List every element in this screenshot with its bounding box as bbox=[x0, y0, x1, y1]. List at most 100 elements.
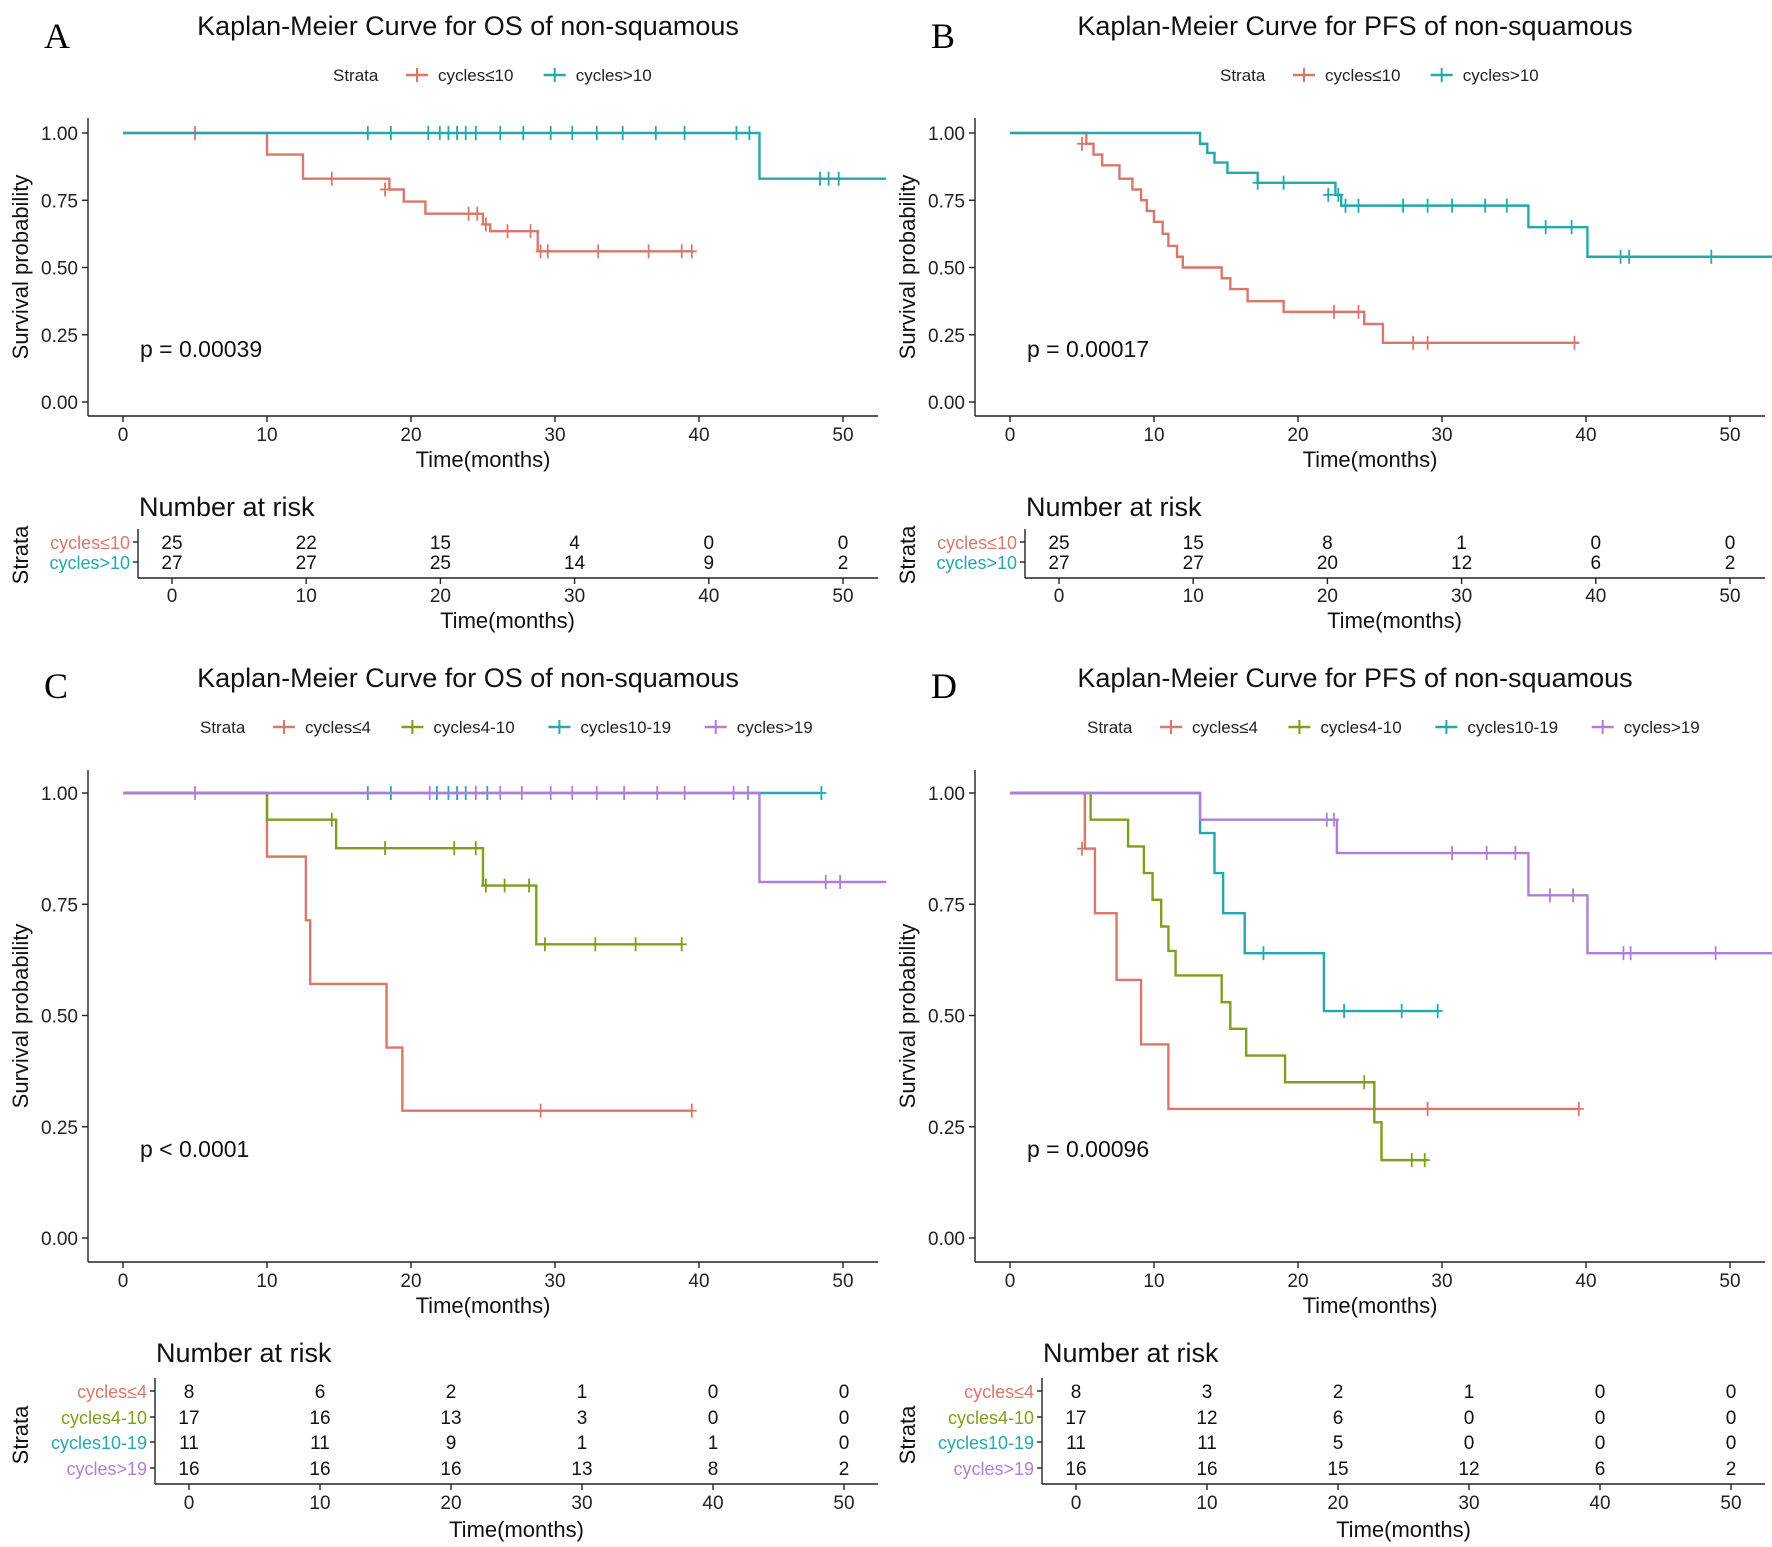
risk-x-tick-label: 30 bbox=[571, 1493, 592, 1514]
risk-value: 0 bbox=[1726, 1433, 1737, 1454]
risk-value: 0 bbox=[838, 533, 849, 554]
x-tick-label: 50 bbox=[832, 1271, 853, 1292]
km-curve bbox=[1010, 131, 1579, 345]
risk-value: 16 bbox=[309, 1459, 330, 1480]
series-cycles≤4 bbox=[1010, 791, 1584, 1116]
risk-value: 0 bbox=[708, 1382, 719, 1403]
risk-value: 0 bbox=[1464, 1408, 1475, 1429]
risk-x-tick-label: 40 bbox=[1589, 1493, 1610, 1514]
series-cycles10-19 bbox=[1010, 791, 1443, 1019]
y-tick-label: 0.75 bbox=[41, 895, 78, 916]
legend-label: cycles≤10 bbox=[438, 66, 513, 85]
x-tick-label: 0 bbox=[118, 425, 129, 446]
km-curve bbox=[123, 791, 887, 884]
legend-label: cycles4-10 bbox=[433, 718, 514, 737]
risk-x-tick-label: 30 bbox=[1451, 586, 1472, 607]
risk-x-tick-label: 0 bbox=[1071, 1493, 1082, 1514]
legend-item: cycles10-19 bbox=[1435, 718, 1558, 737]
risk-value: 8 bbox=[708, 1459, 719, 1480]
series-cycles>19 bbox=[123, 786, 887, 889]
risk-x-tick-label: 20 bbox=[430, 586, 451, 607]
risk-value: 0 bbox=[1595, 1433, 1606, 1454]
x-tick-label: 20 bbox=[1287, 425, 1308, 446]
legend-item: cycles≤4 bbox=[273, 718, 371, 737]
x-tick-label: 0 bbox=[1005, 425, 1016, 446]
y-tick-label: 0.00 bbox=[928, 1229, 965, 1250]
risk-x-tick-label: 10 bbox=[309, 1493, 330, 1514]
risk-value: 8 bbox=[1071, 1382, 1082, 1403]
risk-value: 13 bbox=[571, 1459, 592, 1480]
legend: Strata cycles≤10 cycles>10 bbox=[333, 66, 652, 85]
risk-value: 20 bbox=[1317, 553, 1338, 574]
x-tick-label: 20 bbox=[400, 425, 421, 446]
risk-value: 9 bbox=[704, 553, 715, 574]
x-tick-label: 30 bbox=[1431, 425, 1452, 446]
risk-value: 25 bbox=[161, 533, 182, 554]
legend-title: Strata bbox=[333, 66, 379, 85]
x-tick-label: 50 bbox=[1719, 1271, 1740, 1292]
series-cycles≤10 bbox=[123, 126, 697, 259]
risk-value: 0 bbox=[839, 1408, 850, 1429]
legend-label: cycles10-19 bbox=[1467, 718, 1558, 737]
risk-value: 11 bbox=[1066, 1433, 1086, 1454]
series-cycles>10 bbox=[123, 126, 887, 186]
risk-x-tick-label: 40 bbox=[1585, 586, 1606, 607]
x-tick-label: 0 bbox=[1005, 1271, 1016, 1292]
x-axis-title: Time(months) bbox=[1303, 447, 1438, 472]
risk-value: 0 bbox=[1595, 1382, 1606, 1403]
risk-x-tick-label: 30 bbox=[1458, 1493, 1479, 1514]
risk-row-label: cycles4-10 bbox=[61, 1408, 147, 1428]
risk-value: 15 bbox=[430, 533, 451, 554]
p-value: p = 0.00096 bbox=[1027, 1136, 1149, 1162]
km-curve bbox=[1010, 791, 1772, 955]
series-cycles>10 bbox=[1010, 131, 1772, 264]
y-tick-label: 1.00 bbox=[41, 124, 78, 145]
chart-title: Kaplan-Meier Curve for PFS of non-squamo… bbox=[1077, 11, 1632, 41]
risk-value: 2 bbox=[839, 1459, 850, 1480]
risk-value: 2 bbox=[1725, 553, 1736, 574]
risk-x-tick-label: 20 bbox=[1317, 586, 1338, 607]
chart-title: Kaplan-Meier Curve for OS of non-squamou… bbox=[197, 11, 739, 41]
risk-value: 6 bbox=[1595, 1459, 1606, 1480]
p-value: p = 0.00039 bbox=[140, 336, 262, 362]
panel-letter: D bbox=[931, 666, 957, 706]
legend-label: cycles>19 bbox=[737, 718, 813, 737]
legend-label: cycles>10 bbox=[1463, 66, 1539, 85]
risk-value: 3 bbox=[1202, 1382, 1213, 1403]
legend-item: cycles≤10 bbox=[1293, 66, 1400, 85]
risk-strata-label: Strata bbox=[895, 525, 920, 584]
y-tick-label: 1.00 bbox=[41, 784, 78, 805]
risk-x-tick-label: 30 bbox=[564, 586, 585, 607]
risk-row-label: cycles4-10 bbox=[948, 1408, 1034, 1428]
legend-item: cycles≤10 bbox=[406, 66, 513, 85]
risk-x-tick-label: 50 bbox=[1719, 586, 1740, 607]
y-tick-label: 0.25 bbox=[41, 1118, 78, 1139]
legend-label: cycles>10 bbox=[576, 66, 652, 85]
risk-value: 27 bbox=[1183, 553, 1204, 574]
risk-row-label: cycles10-19 bbox=[938, 1433, 1034, 1453]
legend-label: cycles≤4 bbox=[305, 718, 371, 737]
risk-value: 0 bbox=[1591, 533, 1602, 554]
risk-x-tick-label: 0 bbox=[184, 1493, 195, 1514]
km-panel-B: B Kaplan-Meier Curve for PFS of non-squam… bbox=[895, 11, 1772, 633]
risk-table-title: Number at risk bbox=[1043, 1338, 1219, 1368]
risk-value: 16 bbox=[440, 1459, 461, 1480]
x-tick-label: 40 bbox=[688, 1271, 709, 1292]
risk-value: 0 bbox=[1464, 1433, 1475, 1454]
km-panel-A: A Kaplan-Meier Curve for OS of non-squamo… bbox=[8, 11, 887, 633]
risk-x-tick-label: 10 bbox=[296, 586, 317, 607]
legend: Strata cycles≤4 cycles4-10 cycles10-19 cycle… bbox=[200, 718, 813, 737]
x-axis-title: Time(months) bbox=[1303, 1293, 1438, 1318]
x-tick-label: 10 bbox=[256, 425, 277, 446]
risk-value: 0 bbox=[839, 1382, 850, 1403]
risk-value: 15 bbox=[1327, 1459, 1348, 1480]
risk-value: 8 bbox=[184, 1382, 195, 1403]
risk-value: 8 bbox=[1322, 533, 1333, 554]
risk-value: 2 bbox=[1333, 1382, 1344, 1403]
x-tick-label: 50 bbox=[1719, 425, 1740, 446]
y-axis-title: Survival probability bbox=[895, 175, 920, 360]
legend-item: cycles>19 bbox=[704, 718, 813, 737]
legend-item: cycles>10 bbox=[1430, 66, 1539, 85]
